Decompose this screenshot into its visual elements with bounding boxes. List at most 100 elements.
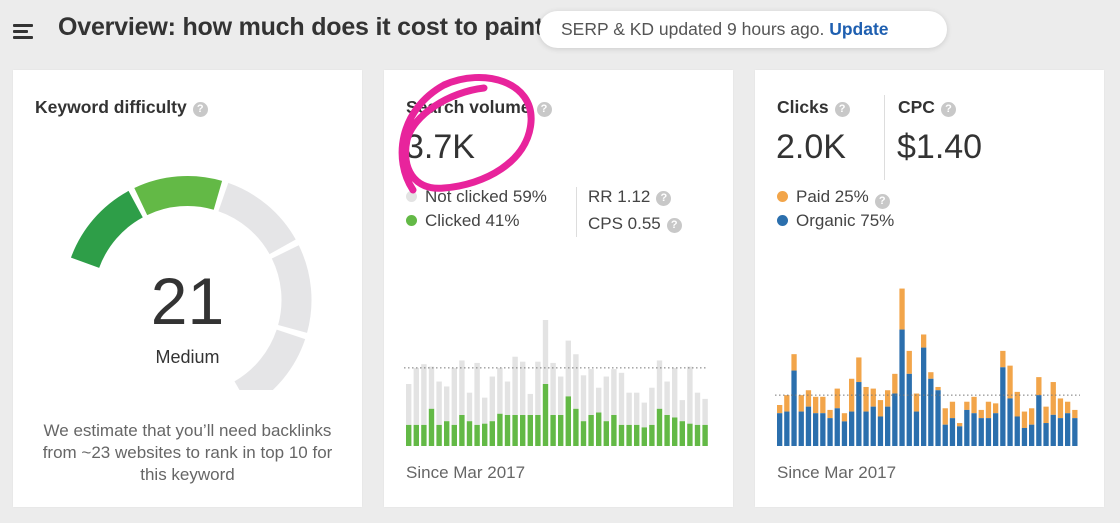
chart-bar-not-clicked (702, 398, 708, 425)
help-icon[interactable]: ? (666, 218, 682, 233)
clicks-label: Clicks (777, 97, 829, 117)
chart-bar-clicked (596, 412, 602, 446)
chart-bar-not-clicked (573, 354, 579, 409)
update-link[interactable]: Update (829, 19, 889, 39)
chart-bar-not-clicked (679, 400, 685, 422)
chart-bar-clicked (504, 415, 511, 446)
chart-bar-not-clicked (596, 387, 602, 413)
chart-bar-organic (957, 426, 963, 446)
chart-bar-clicked (421, 424, 427, 446)
chart-bar-clicked (626, 424, 632, 446)
chart-bar-paid (791, 354, 797, 371)
chart-bar-clicked (618, 424, 625, 446)
chart-bar-paid (827, 409, 833, 419)
chart-bar-organic (993, 413, 999, 446)
chart-bar-organic (820, 413, 826, 446)
chart-bar-clicked (444, 421, 450, 446)
chart-bar-clicked (649, 424, 655, 446)
chart-bar-not-clicked (611, 369, 617, 415)
chart-bar-not-clicked (588, 369, 594, 415)
legend-label: Organic 75% (796, 211, 895, 230)
chart-bar-paid (784, 395, 790, 412)
clicks-since: Since Mar 2017 (777, 463, 897, 482)
chart-bar-paid (798, 395, 804, 412)
chart-bar-clicked (451, 424, 457, 446)
chart-bar-organic (1036, 395, 1042, 446)
chart-bar-clicked (520, 415, 526, 446)
help-icon[interactable]: ? (874, 194, 890, 209)
chart-bar-clicked (573, 408, 579, 446)
chart-bar-paid (856, 357, 862, 383)
chart-bar-not-clicked (656, 360, 663, 409)
chart-bar-paid (1021, 411, 1028, 428)
chart-bar-organic (971, 413, 977, 446)
chart-bar-organic (978, 418, 984, 446)
cpc-value: $1.40 (897, 128, 983, 166)
chart-bar-organic (877, 416, 884, 446)
chart-bar-organic (906, 373, 912, 446)
chart-bar-clicked (535, 415, 541, 446)
chart-bar-paid (885, 390, 891, 407)
difficulty-gauge (70, 176, 312, 390)
rr-cps-stats: RR 1.12? CPS 0.55? (588, 185, 682, 236)
chart-bar-not-clicked (649, 387, 655, 425)
chart-bar-clicked (428, 408, 435, 446)
chart-bar-clicked (482, 423, 488, 446)
chart-bar-not-clicked (664, 381, 670, 415)
help-icon[interactable]: ? (656, 191, 672, 206)
paid-organic-legend: Paid 25%? Organic 75% (777, 185, 894, 233)
chart-bar-paid (1065, 401, 1071, 414)
chart-bar-organic (863, 411, 869, 446)
chart-bar-paid (921, 334, 927, 348)
chart-bar-clicked (603, 421, 609, 446)
chart-bar-not-clicked (406, 384, 412, 425)
chart-bar-organic (856, 382, 862, 446)
divider (884, 95, 885, 180)
chart-bar-not-clicked (527, 393, 533, 415)
legend-paid: Paid 25%? (777, 185, 894, 209)
chart-bar-not-clicked (694, 392, 701, 425)
chart-bar-paid (1014, 391, 1020, 417)
help-icon[interactable]: ? (940, 102, 956, 117)
menu-icon[interactable] (13, 24, 35, 40)
chart-bar-paid (964, 401, 970, 410)
chart-bar-not-clicked (634, 392, 640, 425)
chart-bar-organic (1007, 398, 1013, 446)
chart-bar-paid (877, 400, 884, 417)
chart-bar-clicked (664, 415, 670, 446)
chart-bar-not-clicked (687, 366, 693, 424)
chart-bar-not-clicked (535, 361, 541, 415)
legend-dot-icon (406, 215, 417, 226)
update-notification: SERP & KD updated 9 hours ago. Update (539, 11, 947, 48)
chart-bar-paid (1029, 408, 1035, 425)
chart-bar-clicked (527, 415, 533, 446)
chart-bar-organic (827, 418, 833, 446)
keyword-difficulty-card: Keyword difficulty? 21 Medium We estimat… (13, 70, 362, 507)
chart-bar-paid (1050, 382, 1056, 415)
chart-bar-not-clicked (444, 386, 450, 422)
chart-bar-organic (928, 378, 934, 446)
chart-bar-clicked (588, 415, 594, 446)
chart-bar-paid (805, 390, 812, 407)
chart-bar-paid (841, 413, 848, 422)
help-icon[interactable]: ? (536, 102, 552, 117)
search-volume-since: Since Mar 2017 (406, 463, 526, 482)
chart-bar-organic (1029, 424, 1035, 446)
chart-bar-organic (777, 413, 783, 446)
gauge-segment (70, 190, 143, 268)
legend-dot-icon (777, 215, 788, 226)
legend-dot-icon (777, 191, 788, 202)
chart-bar-paid (985, 401, 992, 419)
chart-bar-not-clicked (421, 364, 427, 425)
chart-bar-clicked (512, 415, 518, 446)
cpc-header: CPC? (898, 97, 956, 118)
chart-bar-paid (892, 373, 898, 394)
legend-dot-icon (406, 191, 417, 202)
chart-bar-organic (1000, 367, 1006, 446)
search-volume-value: 3.7K (405, 128, 475, 166)
help-icon[interactable]: ? (834, 102, 850, 117)
help-icon[interactable]: ? (192, 102, 208, 117)
chart-bar-organic (805, 406, 812, 446)
rr-value: RR 1.12 (588, 187, 651, 206)
chart-bar-clicked (641, 427, 647, 446)
